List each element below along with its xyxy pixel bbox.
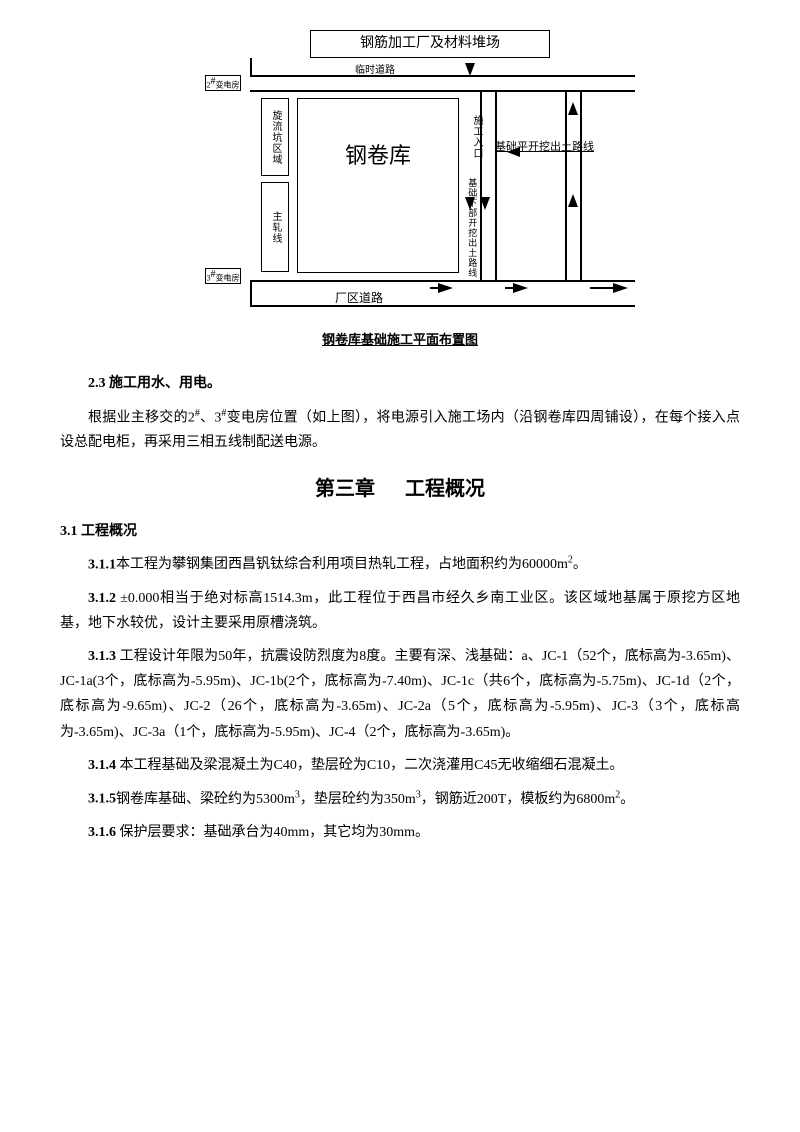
para-3-1-3: 3.1.3 工程设计年限为50年，抗震设防烈度为8度。主要有深、浅基础：a、JC…	[60, 644, 740, 745]
para-3-1-4: 3.1.4 本工程基础及梁混凝土为C40，垫层砼为C10，二次浇灌用C45无收缩…	[60, 753, 740, 778]
chapter-3-title: 第三章 工程概况	[60, 471, 740, 507]
top-building-label: 钢筋加工厂及材料堆场	[360, 31, 500, 56]
station2-label: 2#变电房	[207, 73, 240, 93]
num-311: 3.1.1	[88, 557, 116, 572]
text-311: 本工程为攀钢集团西昌钒钛综合利用项目热轧工程，占地面积约为60000m2。	[116, 557, 587, 572]
station2-box: 2#变电房	[205, 75, 241, 91]
main-building-box: 钢卷库	[297, 98, 459, 273]
left-area2-label: 主轧线	[266, 211, 284, 244]
para-3-1-2: 3.1.2 ±0.000相当于绝对标高1514.3m，此工程位于西昌市经久乡南工…	[60, 586, 740, 636]
text-313: 工程设计年限为50年，抗震设防烈度为8度。主要有深、浅基础：a、JC-1（52个…	[60, 649, 740, 740]
text-316: 保护层要求：基础承台为40mm，其它均为30mm。	[116, 825, 429, 840]
num-315: 3.1.5	[88, 792, 116, 807]
left-area2-box: 主轧线	[261, 182, 289, 272]
left-area1-label: 旋流坑区域	[266, 110, 284, 165]
para-3-1-1: 3.1.1本工程为攀钢集团西昌钒钛综合利用项目热轧工程，占地面积约为60000m…	[60, 552, 740, 578]
chapter-3-left: 第三章	[315, 478, 375, 500]
text-315: 钢卷库基础、梁砼约为5300m3，垫层砼约为350m3，钢筋近200T，模板约为…	[116, 792, 634, 807]
chapter-3-right: 工程概况	[405, 478, 485, 500]
top-building-box: 钢筋加工厂及材料堆场	[310, 30, 550, 58]
site-plan-diagram: 钢筋加工厂及材料堆场 临时道路 2#变电房 3#变电房 旋流坑区域 主轧线 钢卷…	[150, 30, 650, 351]
para-3-1-5: 3.1.5钢卷库基础、梁砼约为5300m3，垫层砼约为350m3，钢筋近200T…	[60, 786, 740, 812]
section-2-3-heading: 2.3 施工用水、用电。	[88, 371, 740, 396]
left-area1-box: 旋流坑区域	[261, 98, 289, 176]
entrance-label: 施工入口	[467, 115, 485, 159]
section-2-3-body: 根据业主移交的2#、3#变电房位置（如上图），将电源引入施工场内（沿钢卷库四周铺…	[60, 405, 740, 456]
main-building-label: 钢卷库	[345, 136, 411, 176]
para-3-1-6: 3.1.6 保护层要求：基础承台为40mm，其它均为30mm。	[60, 820, 740, 845]
section-3-1-heading: 3.1 工程概况	[60, 519, 740, 544]
diagram-caption: 钢卷库基础施工平面布置图	[150, 328, 650, 351]
text-314: 本工程基础及梁混凝土为C40，垫层砼为C10，二次浇灌用C45无收缩细石混凝土。	[116, 758, 624, 773]
num-314: 3.1.4	[88, 758, 116, 773]
num-316: 3.1.6	[88, 825, 116, 840]
station3-box: 3#变电房	[205, 268, 241, 284]
temp-road-label: 临时道路	[355, 62, 395, 80]
num-312: 3.1.2	[88, 591, 116, 606]
station3-label: 3#变电房	[207, 266, 240, 286]
num-313: 3.1.3	[88, 649, 116, 664]
text-312: ±0.000相当于绝对标高1514.3m，此工程位于西昌市经久乡南工业区。该区域…	[60, 591, 740, 631]
